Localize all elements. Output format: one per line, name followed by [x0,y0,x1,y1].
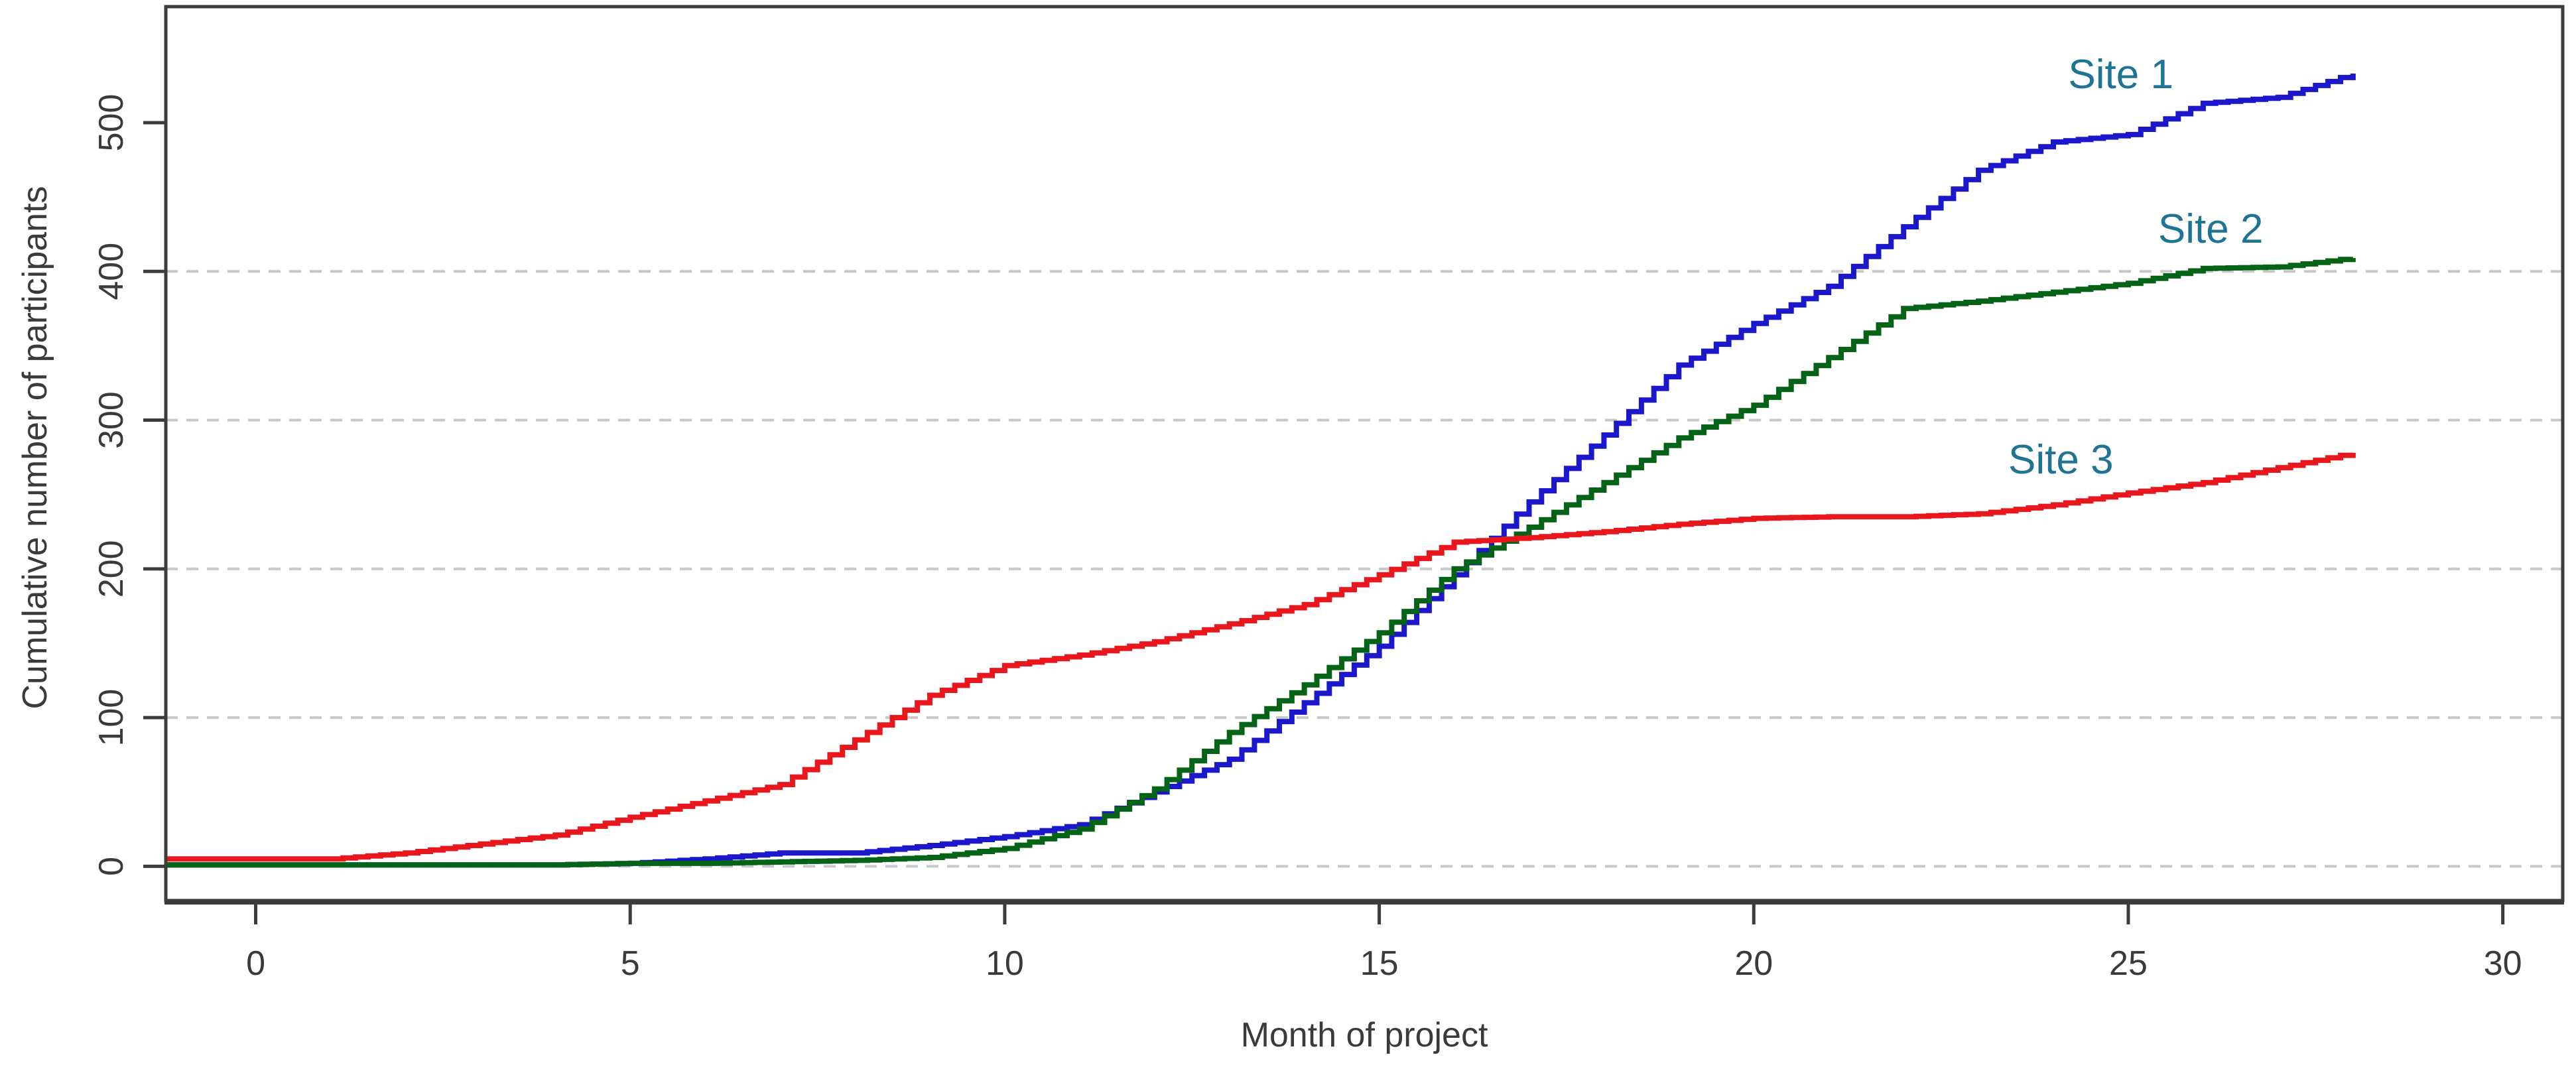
series-line-site-1 [166,73,2356,868]
y-tick-label: 200 [92,540,131,597]
y-tick-label: 0 [92,857,131,876]
plot-frame [164,5,2565,905]
x-tick-label: 20 [1734,944,1773,983]
y-tick-label: 100 [92,689,131,747]
plot-border [164,5,2565,903]
x-tick-label: 10 [986,944,1024,983]
y-tick-label: 300 [92,391,131,449]
x-tick-label: 30 [2484,944,2522,983]
x-tick-label: 25 [2109,944,2148,983]
x-tick-label: 15 [1360,944,1399,983]
x-tick-label: 0 [246,944,265,983]
x-axis-title: Month of project [1241,1016,1488,1054]
y-tick-label: 500 [92,94,131,152]
x-tick-label: 5 [621,944,640,983]
series-label-site-3: Site 3 [2008,437,2114,483]
series-label-site-2: Site 2 [2158,206,2264,252]
series-label-layer: Site 1 Site 2 Site 3 [2008,52,2263,483]
y-axis-title: Cumulative number of participants [16,186,54,709]
y-tick-label: 400 [92,243,131,300]
series-label-site-1: Site 1 [2068,52,2173,97]
grid-layer [166,270,2563,868]
series-line-site-3 [166,452,2356,862]
series-line-site-2 [166,257,2356,868]
series-layer [166,73,2356,868]
